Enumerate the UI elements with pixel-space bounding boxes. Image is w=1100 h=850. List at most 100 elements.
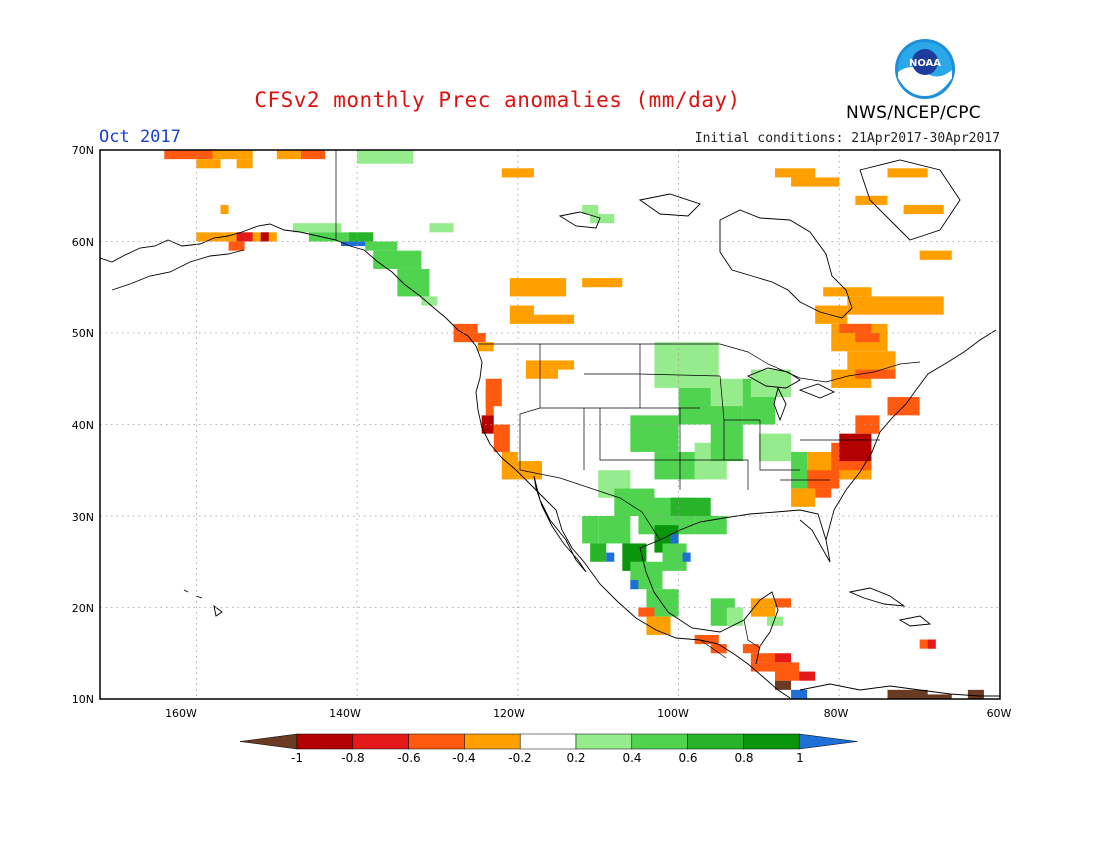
anomaly-cell (742, 644, 759, 654)
anomaly-cell (590, 543, 607, 562)
anomaly-cell (694, 516, 727, 535)
colorbar-label: -0.2 (508, 751, 531, 765)
political-borders (335, 150, 921, 659)
anomaly-cell (903, 401, 912, 411)
colorbar-segment (464, 733, 521, 750)
lon-tick-label: 160W (165, 707, 197, 720)
anomaly-cell (493, 424, 510, 452)
anomaly-cell (429, 223, 454, 233)
colorbar-label: -1 (291, 751, 303, 765)
lat-tick-label: 10N (72, 693, 94, 706)
anomaly-cell (164, 150, 213, 160)
map-title: CFSv2 monthly Prec anomalies (mm/day) (254, 88, 741, 112)
anomaly-cell (517, 461, 542, 480)
lat-tick-label: 20N (72, 602, 94, 615)
anomaly-cell (292, 223, 342, 233)
anomaly-cell (630, 580, 639, 590)
anomaly-cell (300, 150, 325, 160)
anomaly-cell (807, 470, 840, 489)
anomaly-cell (775, 168, 816, 178)
lon-tick-label: 140W (329, 707, 361, 720)
anomaly-cell (501, 451, 518, 480)
anomaly-cell (766, 616, 784, 626)
lon-tick-label: 100W (657, 707, 689, 720)
anomaly-cell (903, 204, 944, 215)
anomaly-cell (582, 278, 623, 288)
anomaly-cell (349, 232, 374, 242)
anomaly-cell (525, 360, 542, 379)
anomaly-cell (726, 607, 743, 626)
agency-label: NWS/NCEP/CPC (846, 103, 981, 123)
colorbar-label: -0.4 (452, 751, 475, 765)
lon-tick-label: 60W (987, 707, 1012, 720)
anomaly-cell (750, 653, 775, 663)
anomaly-cell (750, 369, 792, 398)
anomaly-cell (815, 488, 832, 498)
anomaly-cell (236, 159, 253, 169)
anomaly-cell (847, 351, 896, 370)
anomaly-cell (421, 296, 438, 306)
anomaly-cell (485, 387, 494, 416)
anomaly-cell (308, 232, 374, 242)
colorbar-segment (575, 733, 633, 750)
lat-tick-label: 50N (72, 327, 94, 340)
anomaly-cell (373, 250, 422, 269)
anomaly-cell (839, 323, 872, 333)
anomaly-cell (775, 598, 792, 608)
anomaly-cell (481, 415, 494, 434)
colorbar-segment (743, 733, 800, 750)
anomaly-cell (654, 342, 719, 388)
anomaly-cell (855, 415, 880, 434)
anomaly-cell (365, 241, 398, 251)
anomaly-cell (927, 639, 936, 649)
colorbar-label: -0.6 (397, 751, 420, 765)
colorbar-segment (631, 733, 688, 750)
anomaly-cell (847, 296, 944, 315)
map-frame (99, 149, 1001, 700)
anomaly-cell (509, 278, 567, 297)
lat-tick-label: 60N (72, 236, 94, 249)
colorbar-label: 0.6 (678, 751, 697, 765)
colorbar-segment (408, 733, 465, 750)
colorbar-segment (687, 733, 744, 750)
anomaly-cell (887, 168, 928, 178)
anomaly-cell (276, 150, 301, 160)
colorbar-labels: -1 -0.8 -0.6 -0.4 -0.2 0.2 0.4 0.6 0.8 1 (291, 751, 804, 765)
anomaly-cell (220, 204, 229, 215)
anomaly-cell (791, 689, 808, 699)
colorbar-label: -0.8 (341, 751, 364, 765)
forecast-month-label: Oct 2017 (99, 127, 181, 147)
colorbar (239, 733, 858, 750)
colorbar-label: 0.2 (566, 751, 585, 765)
anomaly-cell (533, 314, 575, 324)
anomaly-cell (750, 662, 775, 672)
latitude-tick-labels: 70N 60N 50N 40N 30N 20N 10N (72, 144, 94, 706)
anomaly-cell (196, 159, 221, 169)
colorbar-label: 1 (796, 751, 804, 765)
anomaly-cell (791, 488, 816, 507)
anomaly-cell (694, 634, 719, 645)
anomaly-cell (855, 333, 880, 343)
colorbar-min-arrow (239, 733, 298, 750)
anomaly-cell (212, 150, 253, 160)
anomaly-cell (823, 287, 872, 297)
colorbar-segment (296, 733, 354, 750)
anomaly-cell (582, 516, 599, 544)
anomaly-cell (469, 333, 486, 343)
anomaly-cell (670, 534, 679, 544)
anomaly-cell (847, 438, 872, 452)
svg-text:NOAA: NOAA (909, 58, 941, 69)
anomaly-cell (670, 497, 711, 516)
colorbar-max-arrow (798, 733, 858, 750)
anomaly-cell (638, 607, 655, 617)
anomaly-cell (799, 671, 816, 681)
anomaly-cell (582, 204, 599, 215)
anomaly-cell (541, 369, 559, 379)
anomaly-cell (682, 552, 691, 562)
anomaly-cell (509, 305, 534, 324)
lon-tick-label: 80W (824, 707, 849, 720)
anomaly-cell (919, 694, 952, 699)
anomaly-cell (590, 214, 615, 224)
anomaly-cell (662, 543, 687, 571)
colorbar-segment (352, 733, 409, 750)
